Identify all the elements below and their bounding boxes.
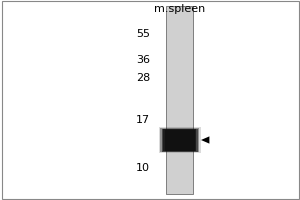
Text: m.spleen: m.spleen [154, 4, 206, 14]
Bar [162, 129, 198, 152]
Text: 36: 36 [136, 55, 150, 65]
Text: 17: 17 [136, 115, 150, 125]
Bar [167, 6, 194, 194]
Bar [160, 128, 200, 152]
Bar [164, 129, 196, 151]
Text: 28: 28 [136, 73, 150, 83]
Bar [165, 130, 195, 150]
Polygon shape [201, 136, 209, 144]
Text: 10: 10 [136, 163, 150, 173]
Text: 55: 55 [136, 29, 150, 39]
Bar [159, 128, 201, 152]
